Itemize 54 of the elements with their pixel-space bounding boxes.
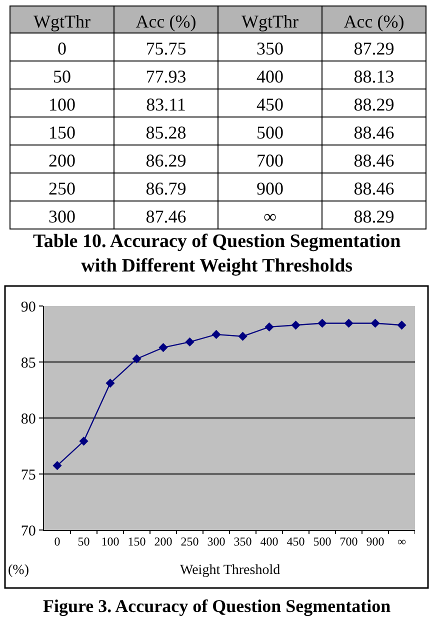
data-label: 86.29 <box>146 150 186 170</box>
data-label: 88.46 <box>354 178 394 198</box>
data-label: 85.28 <box>146 122 186 142</box>
y2-axis-title: WgtThr <box>242 12 298 32</box>
y-tick-label: 150 <box>48 122 76 142</box>
y-tick-label: 90 <box>20 299 36 316</box>
y2-tick-label: 900 <box>256 178 284 198</box>
x-tick-label: 150 <box>128 534 146 548</box>
data-label: 86.79 <box>146 178 186 198</box>
x-tick-label: 900 <box>366 534 384 548</box>
caption: Figure 3. Accuracy of Question Segmentation <box>43 596 391 616</box>
y-tick-label: 70 <box>20 523 36 540</box>
data-label: 88.13 <box>354 66 394 86</box>
y2-tick-label: ∞ <box>264 206 277 226</box>
y-tick-label: 50 <box>53 66 71 86</box>
x-tick-label: 250 <box>180 534 199 548</box>
data-label: 87.46 <box>146 206 186 226</box>
y2-tick-label: 450 <box>256 94 284 114</box>
x-tick-label: 200 <box>154 534 172 548</box>
y-tick-label: 250 <box>48 178 76 198</box>
x-tick-label: 500 <box>313 534 332 548</box>
y2-tick-label: 400 <box>256 66 284 86</box>
y-tick-label: 200 <box>48 150 76 170</box>
y-tick-label: 100 <box>48 94 76 114</box>
data-label: 88.29 <box>354 206 394 226</box>
y2-tick-label: 500 <box>256 122 284 142</box>
data-label: 88.29 <box>354 94 394 114</box>
y-tick-label: 0 <box>58 38 66 58</box>
x-tick-label: ∞ <box>397 534 406 548</box>
x-tick-label: Acc (%) <box>344 12 404 32</box>
y-tick-label: 300 <box>48 206 76 226</box>
y2-tick-label: 350 <box>256 38 284 58</box>
x-tick-label: 700 <box>340 534 358 548</box>
x-tick-label: Acc (%) <box>136 12 196 32</box>
text: Table 10. Accuracy of Question Segmentation with Different Weight Thresholds <box>33 231 402 277</box>
x-tick-label: 100 <box>101 534 120 548</box>
y-tick-label: 80 <box>20 411 36 428</box>
y-tick-label: 85 <box>20 355 36 372</box>
x-tick-label: 450 <box>286 534 305 548</box>
data-label: 88.46 <box>354 122 394 142</box>
x-tick-label: 50 <box>78 534 90 548</box>
x-tick-label: 350 <box>234 534 252 548</box>
y-tick-label: 75 <box>20 467 36 484</box>
x-tick-label: 400 <box>260 534 278 548</box>
data-label: 87.29 <box>354 38 394 58</box>
data-label: 77.93 <box>146 66 186 86</box>
data-label: 75.75 <box>146 38 186 58</box>
y2-tick-label: 700 <box>256 150 284 170</box>
data-label: 88.46 <box>354 150 394 170</box>
y-axis-title: (%) <box>8 563 30 578</box>
data-label: 83.11 <box>146 94 186 114</box>
x-axis-title: Weight Threshold <box>180 563 280 578</box>
x-tick-label: 300 <box>207 534 226 548</box>
y-axis-title: WgtThr <box>34 12 90 32</box>
